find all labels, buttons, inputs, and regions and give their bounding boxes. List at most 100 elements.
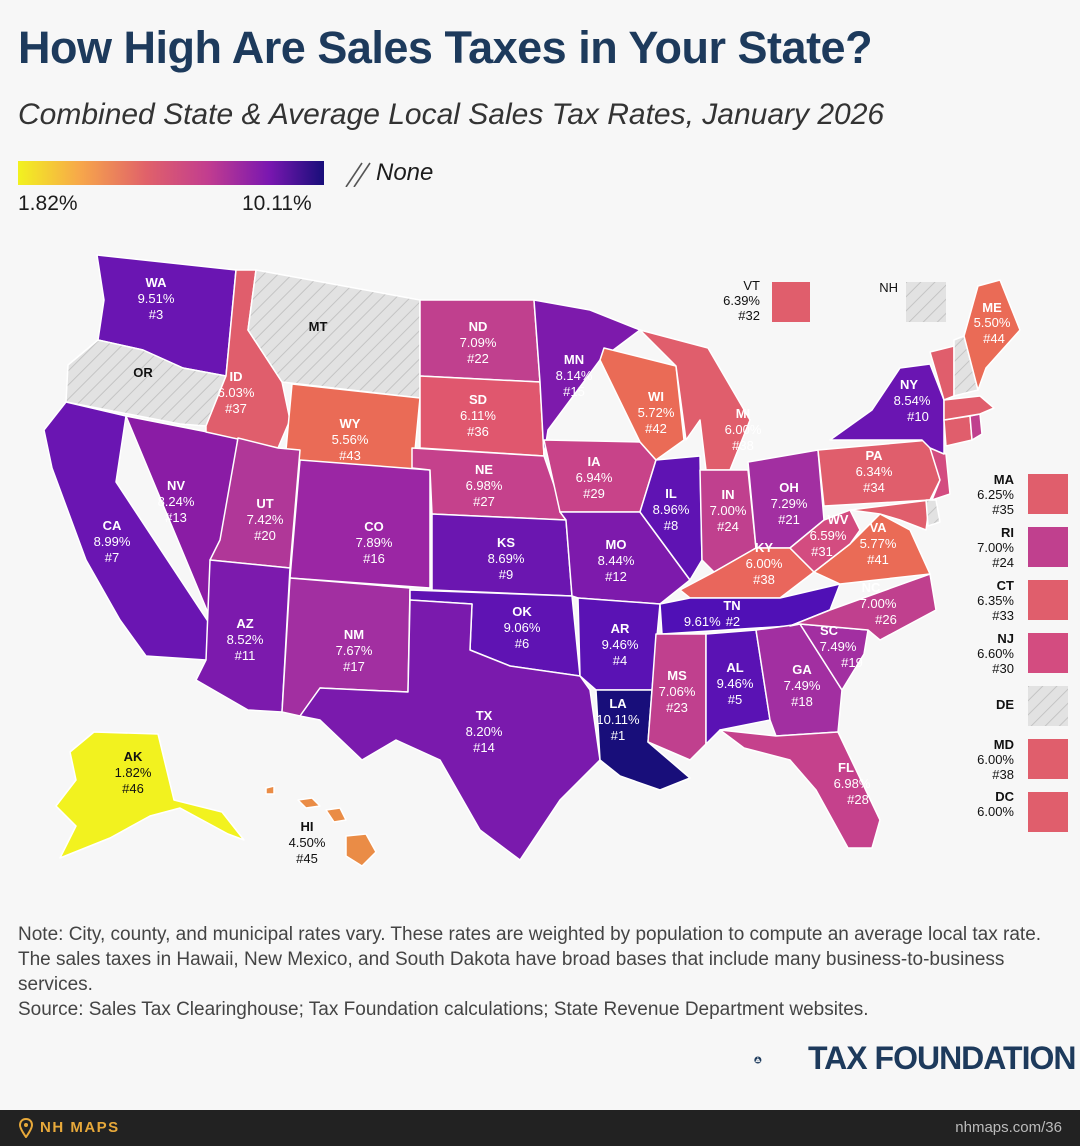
ma-swatch[interactable] <box>1028 474 1068 514</box>
state-pa[interactable] <box>817 439 941 507</box>
svg-text:TX8.20%#14: TX 8.20% #14 <box>466 708 503 755</box>
az-rate: 8.52% <box>227 632 264 647</box>
state-ak[interactable] <box>55 731 245 859</box>
state-mn[interactable] <box>533 299 641 457</box>
vt-label: VT 6.39% #32 <box>723 278 760 323</box>
svg-text:WI5.72%#42: WI 5.72% #42 <box>638 389 675 436</box>
sc-rate: 7.49% <box>820 639 857 654</box>
state-ri[interactable] <box>969 413 983 441</box>
md-abbr: MD <box>993 737 1014 752</box>
state-me[interactable] <box>963 279 1021 391</box>
ne-abbr: NE <box>475 462 493 477</box>
nj-swatch[interactable] <box>1028 633 1068 673</box>
vt-swatch[interactable] <box>772 282 810 322</box>
state-az[interactable] <box>195 559 291 713</box>
sd-abbr: SD <box>469 392 487 407</box>
id-rate: 6.03% <box>218 385 255 400</box>
dc-swatch[interactable] <box>1028 792 1068 832</box>
state-tn[interactable] <box>659 583 841 635</box>
svg-text:NY8.54%#10: NY 8.54% #10 <box>894 377 931 424</box>
de-swatch[interactable] <box>1028 686 1068 726</box>
ca-rank: #7 <box>105 550 119 565</box>
tx-rank: #14 <box>473 740 495 755</box>
state-hi-1[interactable] <box>265 785 275 795</box>
state-ca[interactable] <box>43 401 216 661</box>
wy-rate: 5.56% <box>332 432 369 447</box>
svg-text:SD6.11%#36: SD 6.11% #36 <box>460 392 496 439</box>
sd-rate: 6.11% <box>460 408 496 423</box>
il-rate: 8.96% <box>653 502 690 517</box>
svg-text:PA6.34%#34: PA 6.34% #34 <box>856 448 893 495</box>
sc-abbr: SC <box>820 623 839 638</box>
svg-text:HI4.50%#45: HI 4.50% #45 <box>289 819 326 866</box>
hi-rate: 4.50% <box>289 835 326 850</box>
svg-text:WV6.59%#31: WV 6.59% #31 <box>810 512 849 559</box>
tax-foundation-wordmark: TAX FOUNDATION <box>808 1040 1076 1076</box>
ri-swatch[interactable] <box>1028 527 1068 567</box>
page-subtitle: Combined State & Average Local Sales Tax… <box>18 98 885 131</box>
al-rank: #5 <box>728 692 742 707</box>
svg-text:OK9.06%#6: OK 9.06% #6 <box>504 604 541 651</box>
ok-rank: #6 <box>515 636 529 651</box>
la-rate: 10.11% <box>596 712 640 727</box>
svg-text:AK1.82%#46: AK 1.82% #46 <box>115 749 152 796</box>
map-pin-icon <box>18 1118 34 1138</box>
ny-rank: #10 <box>907 409 929 424</box>
ia-rank: #29 <box>583 486 605 501</box>
state-de[interactable] <box>925 499 941 527</box>
nm-rate: 7.67% <box>336 643 373 658</box>
ri-label: RI 7.00% #24 <box>977 525 1014 570</box>
nh-swatch[interactable] <box>906 282 946 322</box>
state-hi-3[interactable] <box>325 807 347 823</box>
svg-text:ID6.03%#37: ID 6.03% #37 <box>218 369 255 416</box>
legend-none-hatch <box>345 162 371 187</box>
wy-abbr: WY <box>340 416 361 431</box>
state-hi-2[interactable] <box>297 797 321 809</box>
fl-abbr: FL <box>838 760 854 775</box>
state-hi-4[interactable] <box>345 833 377 867</box>
wi-abbr: WI <box>648 389 664 404</box>
mi-abbr: MI <box>736 406 750 421</box>
state-ct[interactable] <box>943 415 973 447</box>
state-nc[interactable] <box>789 573 937 641</box>
state-wv[interactable] <box>789 509 861 573</box>
nd-rank: #22 <box>467 351 489 366</box>
svg-text:TN9.61%#2: TN 9.61% #2 <box>684 598 741 629</box>
ok-abbr: OK <box>512 604 532 619</box>
ct-label: CT 6.35% #33 <box>977 578 1014 623</box>
state-tx[interactable] <box>299 599 601 861</box>
nh-label: NH <box>879 280 898 295</box>
svg-text:MI6.00%#38: MI 6.00% #38 <box>725 406 762 453</box>
tx-rate: 8.20% <box>466 724 503 739</box>
ak-rate: 1.82% <box>115 765 152 780</box>
state-fl[interactable] <box>719 729 881 849</box>
legend-gradient <box>18 161 324 185</box>
state-al[interactable] <box>705 629 771 745</box>
footer-url[interactable]: nhmaps.com/36 <box>955 1119 1062 1136</box>
ut-rate: 7.42% <box>247 512 284 527</box>
md-rate: 6.00% <box>977 752 1014 767</box>
state-co[interactable] <box>289 459 431 589</box>
nj-rank: #30 <box>992 661 1014 676</box>
nm-abbr: NM <box>344 627 364 642</box>
co-rank: #16 <box>363 551 385 566</box>
md-swatch[interactable] <box>1028 739 1068 779</box>
state-md[interactable] <box>849 499 931 531</box>
wv-rank: #31 <box>811 544 833 559</box>
state-il[interactable] <box>639 455 703 581</box>
legend-min: 1.82% <box>18 192 78 215</box>
va-abbr: VA <box>869 520 887 535</box>
la-rank: #1 <box>611 728 625 743</box>
ct-abbr: CT <box>996 578 1014 593</box>
ri-rate: 7.00% <box>977 540 1014 555</box>
co-rate: 7.89% <box>356 535 393 550</box>
state-ma[interactable] <box>943 395 995 421</box>
mi-rate: 6.00% <box>725 422 762 437</box>
nd-rate: 7.09% <box>460 335 497 350</box>
vt-rank: #32 <box>738 308 760 323</box>
ct-swatch[interactable] <box>1028 580 1068 620</box>
wy-rank: #43 <box>339 448 361 463</box>
il-abbr: IL <box>665 486 677 501</box>
ia-rate: 6.94% <box>576 470 613 485</box>
pa-rate: 6.34% <box>856 464 893 479</box>
